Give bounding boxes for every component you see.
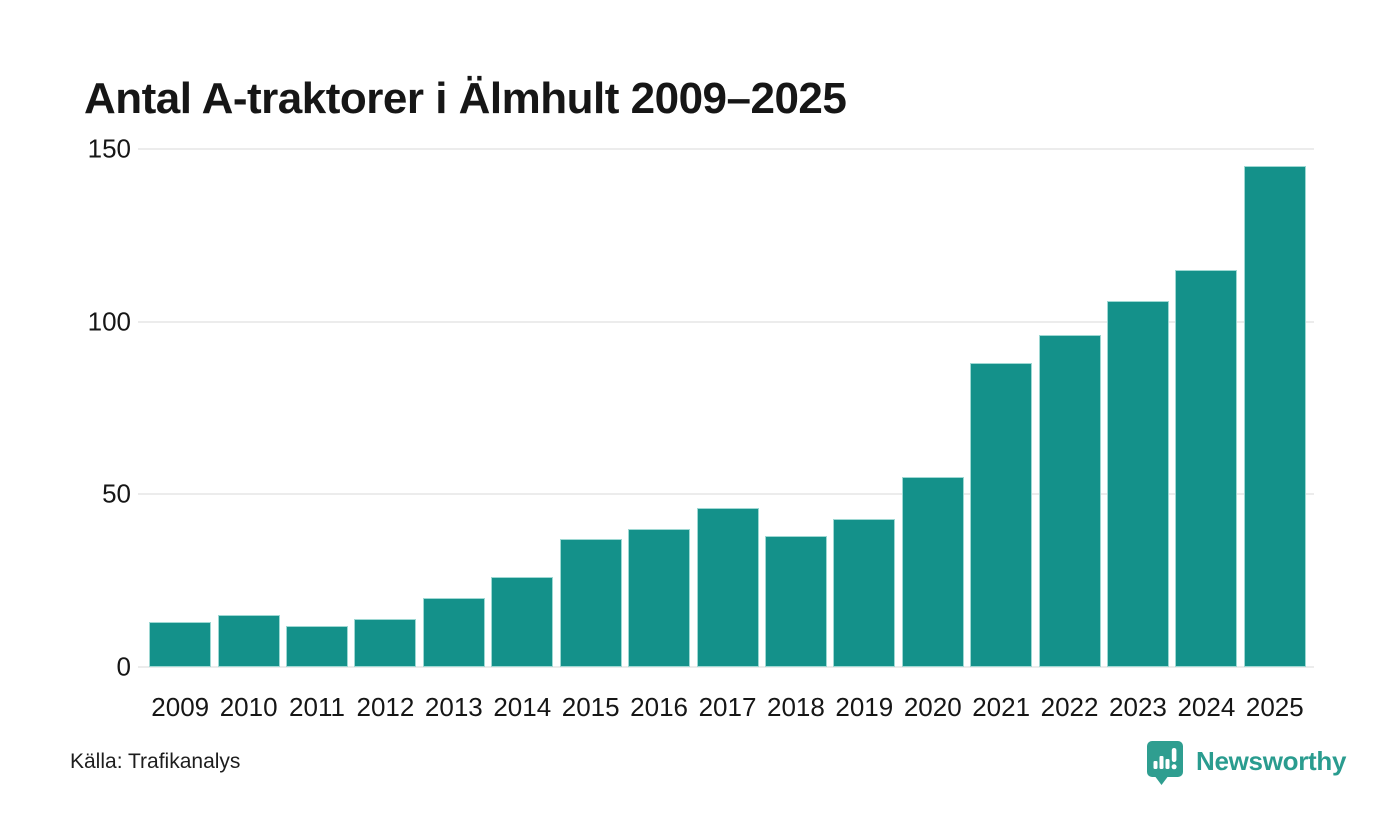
bar-2017 [696,508,759,667]
bar-2009 [149,622,212,667]
y-axis-tick-50: 50 [102,478,131,509]
bar-2025 [1243,166,1306,667]
bar-2019 [833,518,896,667]
newsworthy-logo-text: Newsworthy [1196,745,1347,776]
x-axis-tick-2014: 2014 [493,692,552,722]
bar-2021 [970,363,1033,667]
newsworthy-logo: Newsworthy [1146,740,1346,786]
bar-2023 [1106,300,1169,667]
gridline-y0 [138,666,1314,668]
x-axis-tick-2012: 2012 [356,692,415,722]
source-note: Källa: Trafikanalys [70,750,241,773]
x-axis-tick-2015: 2015 [561,692,620,722]
bar-2010 [217,615,280,667]
gridline-y50 [138,493,1314,496]
newsworthy-pin-barchart-icon [1147,741,1183,785]
bar-2012 [354,618,417,667]
x-axis-tick-2013: 2013 [424,692,483,722]
x-axis-tick-2017: 2017 [698,692,757,722]
bar-2022 [1038,335,1101,667]
x-axis-tick-2010: 2010 [219,692,278,722]
bar-2016 [628,528,691,667]
x-axis-tick-2018: 2018 [766,692,825,722]
x-axis-tick-2023: 2023 [1109,692,1167,722]
y-axis-tick-150: 150 [87,133,131,164]
gridline-y100 [138,320,1314,323]
x-axis-tick-2020: 2020 [903,692,962,722]
bar-2013 [422,597,485,667]
bar-2015 [559,539,622,667]
chart-title: Antal A-traktorer i Älmhult 2009–2025 [84,74,847,123]
gridline-y150 [138,148,1314,150]
y-axis-tick-100: 100 [87,306,131,337]
bar-2020 [901,477,964,667]
x-axis-tick-2011: 2011 [289,692,345,722]
x-axis-tick-2019: 2019 [835,692,894,722]
bar-2014 [491,577,554,667]
x-axis-tick-2022: 2022 [1040,692,1099,722]
bar-2024 [1175,269,1238,667]
x-axis-tick-2016: 2016 [630,692,688,722]
x-axis-tick-2024: 2024 [1177,692,1236,722]
x-axis-tick-2021: 2021 [972,692,1031,722]
x-axis-tick-2009: 2009 [151,692,210,722]
y-axis-tick-0: 0 [116,651,131,682]
x-axis-tick-2025: 2025 [1245,692,1304,722]
bar-2018 [764,535,827,667]
bar-2011 [286,625,349,667]
